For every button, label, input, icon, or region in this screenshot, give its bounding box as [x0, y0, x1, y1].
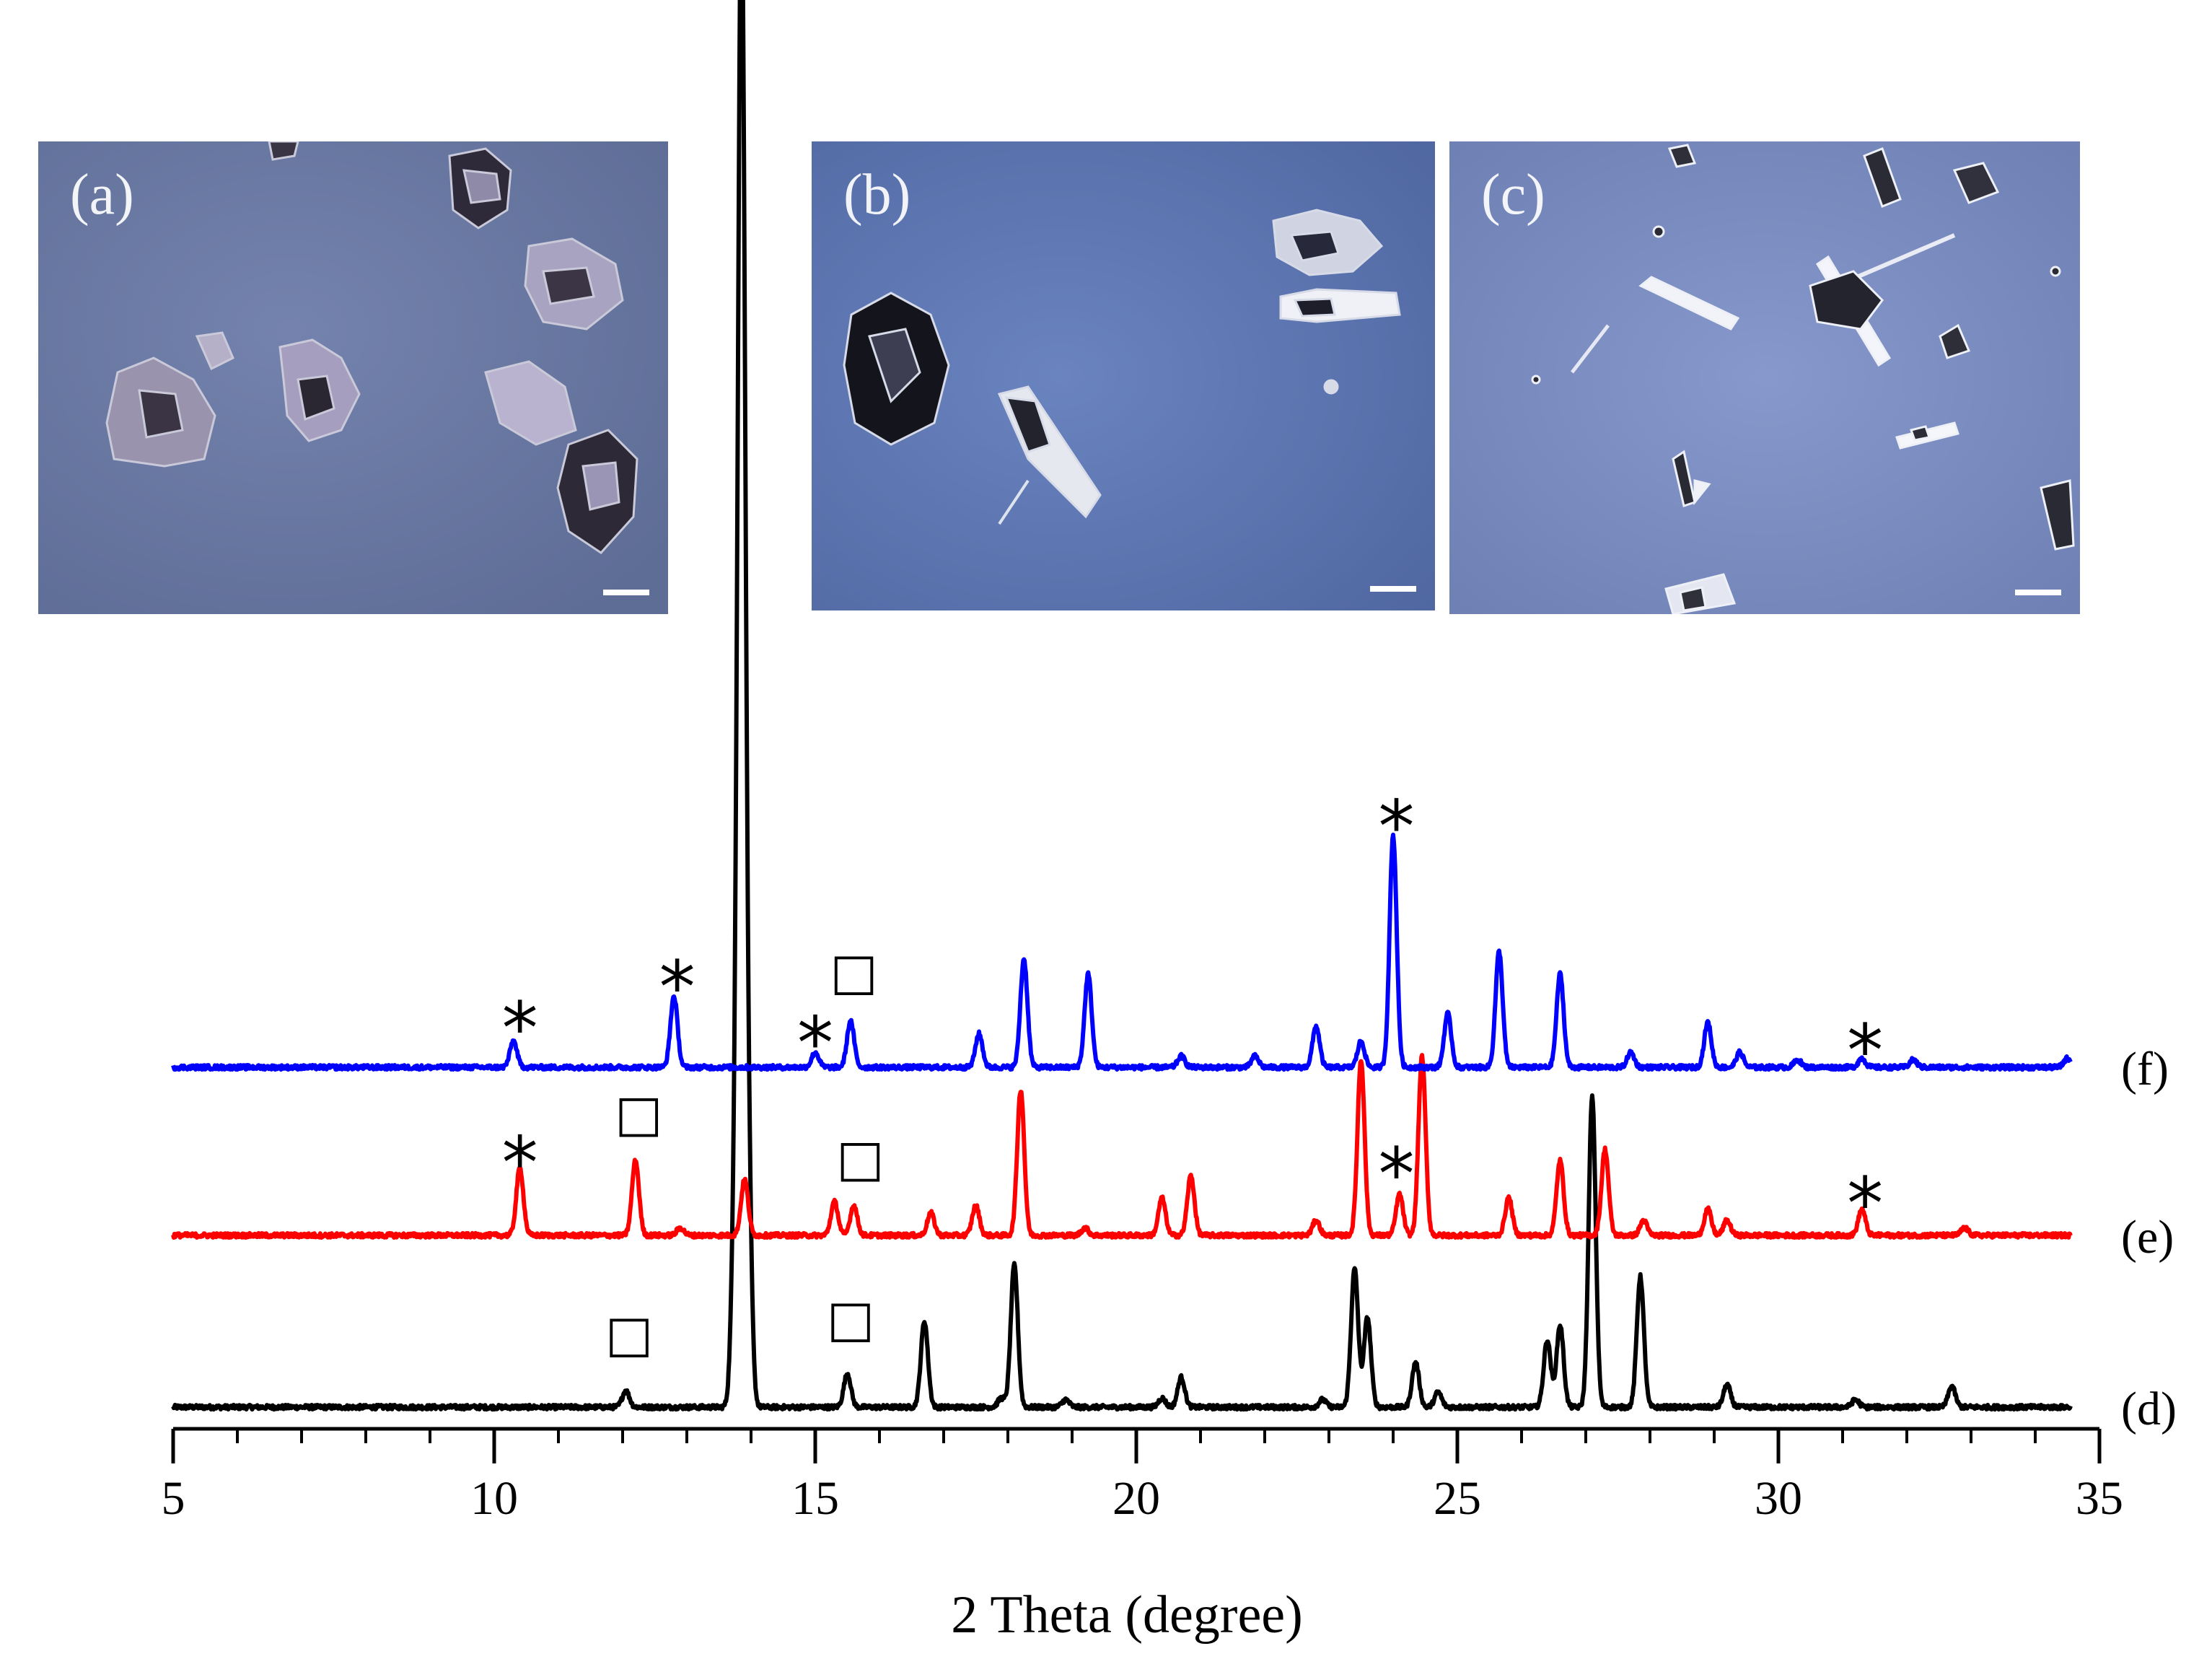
- xrd-series-2: [171, 832, 2073, 1072]
- asterisk-marker: *: [1847, 1009, 1883, 1093]
- scale-bar: [2015, 590, 2061, 595]
- square-marker: □: [615, 1084, 662, 1143]
- micrograph-c-label: (c): [1481, 163, 1545, 227]
- square-marker: □: [827, 1290, 874, 1349]
- series-label-0: (d): [2121, 1383, 2177, 1435]
- scale-bar: [1370, 586, 1416, 592]
- asterisk-marker: *: [502, 986, 538, 1070]
- asterisk-marker: *: [659, 945, 695, 1030]
- x-tick-label: 5: [162, 1472, 185, 1525]
- x-tick-label: 35: [2076, 1472, 2123, 1525]
- asterisk-marker: *: [1378, 784, 1414, 869]
- x-tick-label: 20: [1112, 1472, 1160, 1525]
- square-marker: □: [605, 1304, 653, 1363]
- x-axis: 5 10 15 20 25 30 35: [162, 1427, 2123, 1525]
- x-tick-label: 10: [470, 1472, 518, 1525]
- xrd-series-1: [171, 1053, 2073, 1240]
- micrograph-b: (b): [812, 141, 1435, 610]
- asterisk-marker: *: [1847, 1162, 1883, 1246]
- series-label-1: (e): [2121, 1211, 2174, 1264]
- x-axis-label: 2 Theta (degree): [951, 1585, 1303, 1645]
- micrograph-a: (a): [38, 141, 668, 614]
- x-tick-label: 25: [1434, 1472, 1481, 1525]
- micrograph-b-label: (b): [843, 163, 911, 227]
- square-marker: □: [830, 942, 877, 1001]
- asterisk-marker: *: [1378, 1131, 1414, 1216]
- micrograph-a-label: (a): [70, 163, 134, 227]
- asterisk-marker: *: [797, 1001, 833, 1085]
- square-marker: □: [836, 1129, 884, 1188]
- series-label-2: (f): [2121, 1043, 2169, 1095]
- micrograph-c: (c): [1449, 141, 2080, 614]
- x-tick-label: 15: [791, 1472, 839, 1525]
- x-tick-label: 30: [1755, 1472, 1802, 1525]
- scale-bar: [603, 590, 649, 595]
- series-labels: (d) (e) (f): [2121, 1043, 2177, 1435]
- asterisk-marker: *: [502, 1121, 538, 1205]
